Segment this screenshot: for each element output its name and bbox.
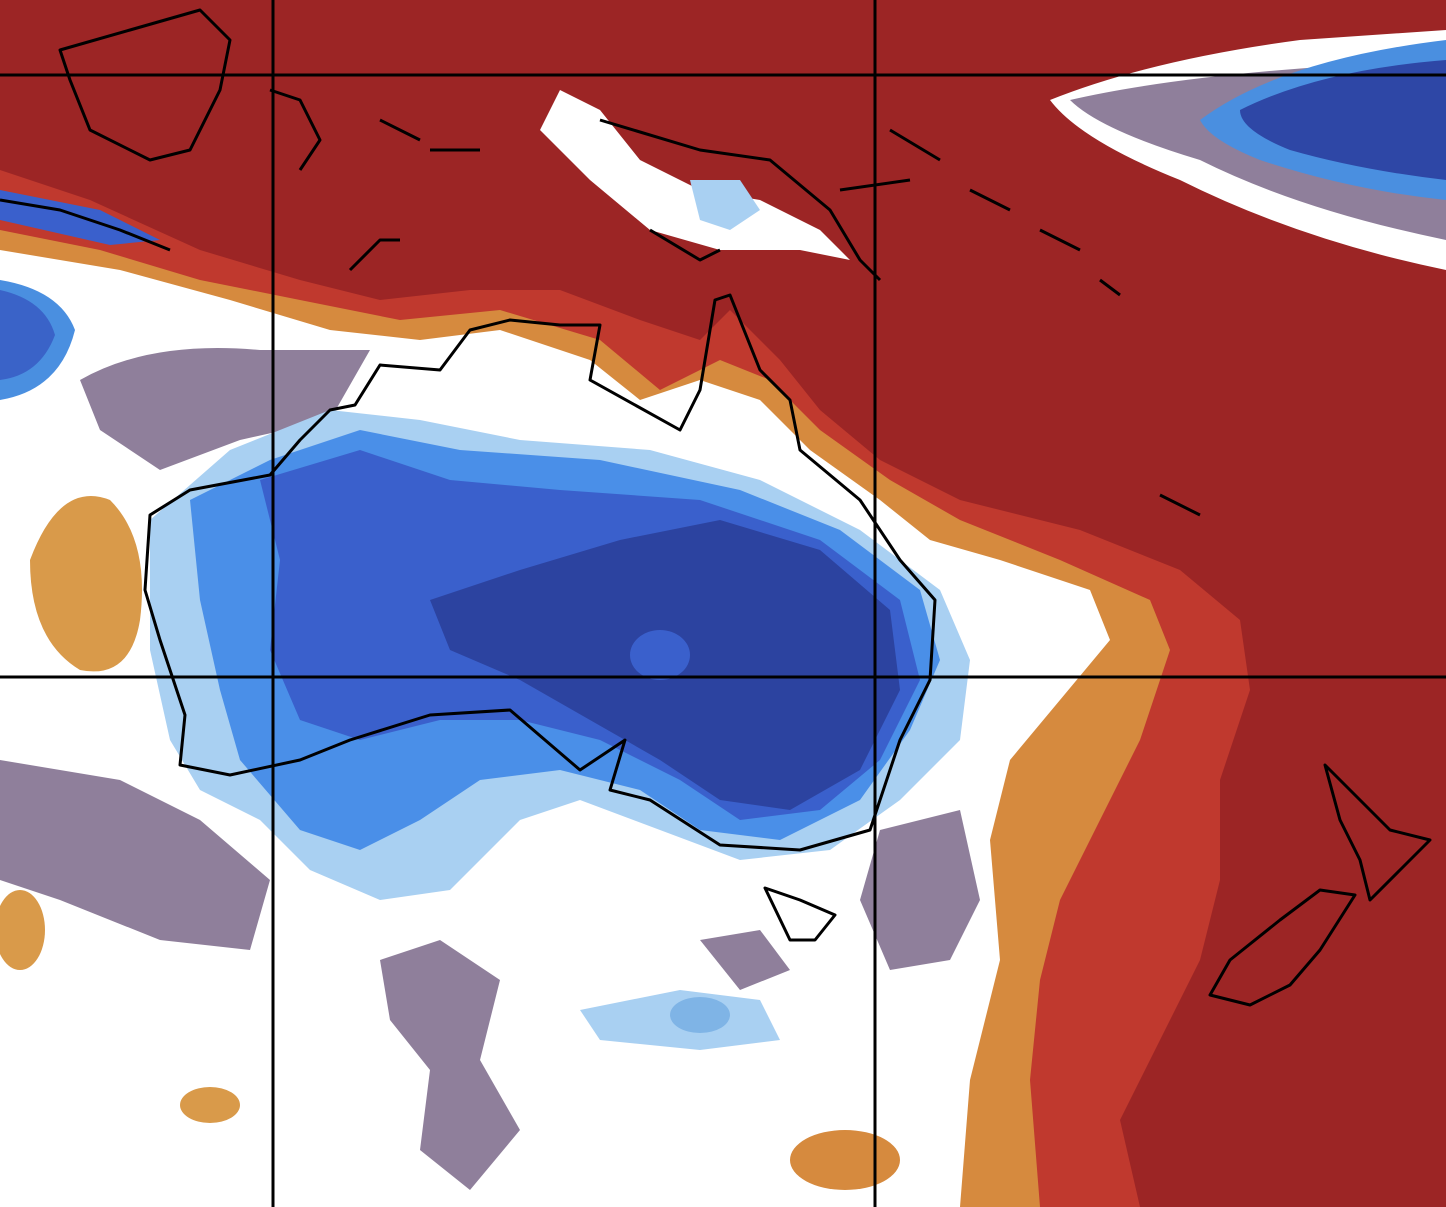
australia-coastline [143, 293, 937, 852]
tasmania-coastline [763, 886, 837, 942]
purple-patch [860, 810, 980, 970]
island-coastline [58, 8, 232, 162]
island-coastline [269, 88, 480, 272]
purple-patch [0, 760, 270, 950]
island-coastline [0, 198, 171, 252]
island-coastline [839, 128, 1201, 517]
orange-patch [180, 1087, 240, 1123]
orange-patch [0, 890, 45, 970]
white-patch [540, 90, 850, 260]
dark-blue-patch [1240, 60, 1446, 180]
new-guinea-coastline [599, 118, 882, 282]
new-zealand-north-coastline [1323, 763, 1432, 902]
coastlines [0, 8, 1432, 1007]
purple-patch [80, 348, 370, 470]
blue-patch [0, 290, 55, 380]
purple-patch [380, 940, 520, 1190]
orange-patch [790, 1130, 900, 1190]
blue-patch [670, 997, 730, 1033]
orange-patch [30, 496, 142, 672]
purple-patch [700, 930, 790, 990]
light-blue-patch [690, 180, 760, 230]
new-zealand-south-coastline [1208, 888, 1357, 1007]
medium-blue-patch [630, 630, 690, 680]
